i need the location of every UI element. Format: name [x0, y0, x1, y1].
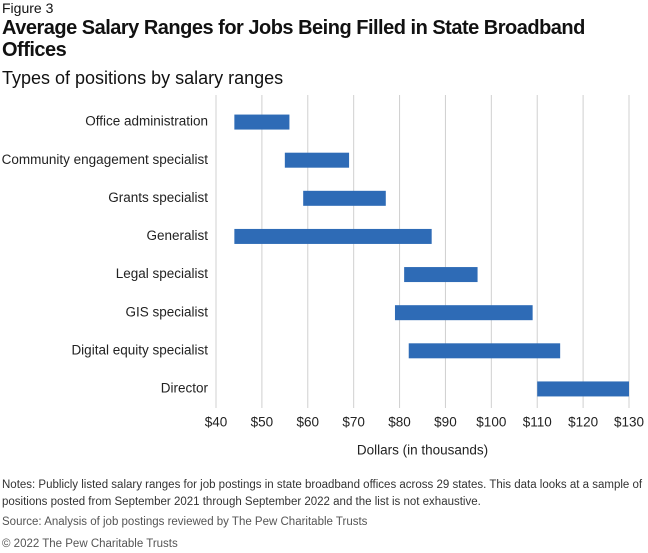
bar	[404, 267, 478, 283]
x-tick-label: $70	[342, 415, 365, 430]
y-tick-label: Grants specialist	[108, 190, 208, 205]
x-tick-label: $80	[388, 415, 411, 430]
x-tick-label: $40	[205, 415, 228, 430]
bar	[394, 305, 533, 321]
figure-label: Figure 3	[2, 0, 54, 16]
chart-subtitle: Types of positions by salary ranges	[2, 68, 284, 88]
bar	[234, 228, 432, 244]
bar	[303, 190, 386, 206]
x-tick-label: $110	[523, 415, 552, 430]
y-tick-label: Community engagement specialist	[2, 152, 209, 167]
y-tick-label: Legal specialist	[116, 266, 209, 281]
x-tick-label: $90	[434, 415, 457, 430]
chart-title: Average Salary Ranges for Jobs Being Fil…	[2, 17, 585, 61]
x-tick-label: $130	[614, 415, 644, 430]
y-tick-label: Office administration	[85, 114, 208, 129]
copyright: © 2022 The Pew Charitable Trusts	[2, 538, 178, 550]
x-tick-label: $100	[476, 415, 506, 430]
x-tick-label: $120	[568, 415, 598, 430]
y-tick-label: Generalist	[146, 228, 208, 243]
y-tick-label: Director	[161, 381, 209, 396]
x-axis-label: Dollars (in thousands)	[357, 443, 488, 458]
bar	[408, 343, 561, 359]
x-tick-label: $60	[297, 415, 320, 430]
bar	[284, 152, 350, 168]
chart: $40 $50 $60 $70 $80 $90 $100 $110 $120 $130 Dollar…	[2, 95, 644, 458]
bar	[234, 114, 290, 130]
bar	[537, 381, 629, 397]
x-tick-label: $50	[251, 415, 274, 430]
notes: Notes: Publicly listed salary ranges for…	[2, 479, 643, 508]
source: Source: Analysis of job postings reviewe…	[2, 516, 368, 528]
y-tick-label: Digital equity specialist	[71, 342, 208, 357]
y-tick-label: GIS specialist	[125, 304, 208, 319]
